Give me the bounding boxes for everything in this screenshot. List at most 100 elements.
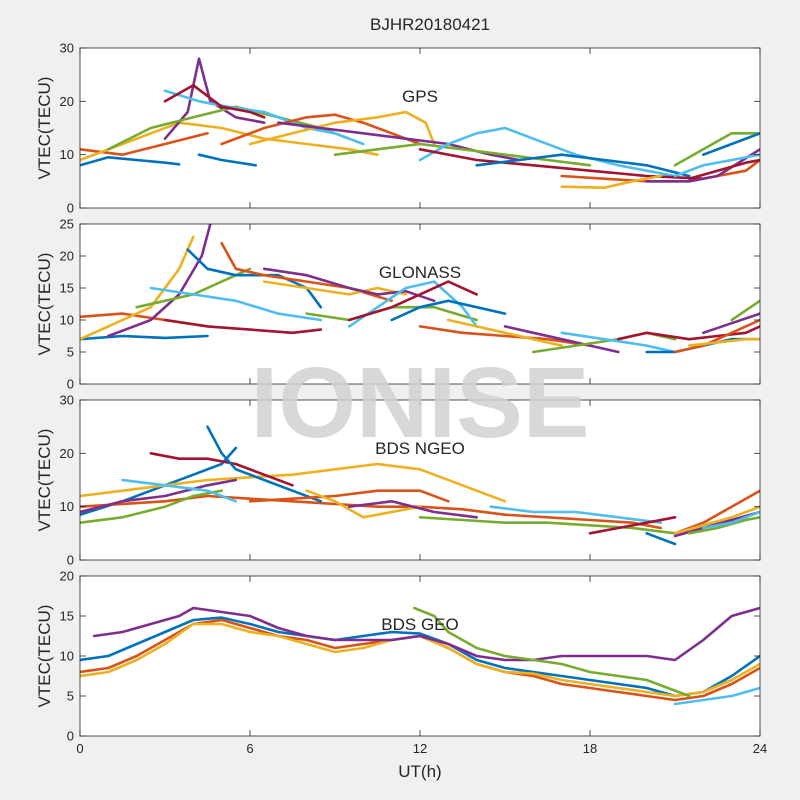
series-line xyxy=(645,532,677,546)
series-line xyxy=(149,286,323,322)
watermark: IONISE xyxy=(251,347,590,459)
y-axis-label: VTEC(TECU) xyxy=(35,605,54,708)
series-group xyxy=(80,224,760,354)
series-group xyxy=(80,425,760,546)
series-line xyxy=(80,494,663,530)
series-line xyxy=(248,110,436,146)
series-group xyxy=(80,606,760,706)
series-line xyxy=(333,142,592,167)
y-tick-label: 25 xyxy=(60,217,74,232)
y-tick-label: 10 xyxy=(60,147,74,162)
series-line xyxy=(687,337,760,347)
series-line xyxy=(163,57,266,140)
series-line xyxy=(673,505,760,535)
series-line xyxy=(206,425,323,503)
x-tick-label: 0 xyxy=(76,741,83,756)
series-line xyxy=(163,89,365,146)
series-line xyxy=(413,606,691,698)
series-line xyxy=(80,334,209,341)
series-line xyxy=(702,510,760,530)
subplot-0: 0 10 20 30 VTEC(TECU) GPS xyxy=(35,41,761,216)
series-line xyxy=(673,686,760,706)
series-line xyxy=(80,478,238,514)
series-line xyxy=(588,516,677,535)
y-tick-label: 10 xyxy=(60,649,74,664)
series-line xyxy=(107,224,212,338)
y-tick-label: 10 xyxy=(60,499,74,514)
subplots: 0 10 20 30 VTEC(TECU) GPS 0 5 10 15 20 25 VTEC(TECU)… xyxy=(35,41,767,757)
series-line xyxy=(149,452,294,487)
panel-title: BDS NGEO xyxy=(375,439,465,458)
y-tick-label: 0 xyxy=(67,201,74,216)
series-line xyxy=(220,113,422,146)
y-tick-label: 20 xyxy=(60,569,74,584)
panel-title: BDS GEO xyxy=(381,615,458,634)
y-tick-label: 5 xyxy=(67,689,74,704)
series-line xyxy=(121,478,238,503)
x-tick-label: 18 xyxy=(583,741,597,756)
series-line xyxy=(163,318,323,335)
panel-title: GLONASS xyxy=(379,263,461,282)
series-line xyxy=(560,331,677,354)
series-line xyxy=(277,121,521,162)
y-tick-label: 20 xyxy=(60,249,74,264)
series-line xyxy=(262,280,408,296)
y-tick-label: 0 xyxy=(67,729,74,744)
series-line xyxy=(347,500,478,519)
series-line xyxy=(560,174,663,189)
series-line xyxy=(305,489,422,519)
series-line xyxy=(248,489,450,503)
subplot-1: 0 5 10 15 20 25 VTEC(TECU) GLONASS xyxy=(35,217,761,392)
plot-area xyxy=(80,224,760,384)
series-line xyxy=(645,148,760,183)
plot-area xyxy=(80,576,760,736)
y-tick-label: 30 xyxy=(60,393,74,408)
series-line xyxy=(163,84,266,119)
series-line xyxy=(687,158,760,180)
x-tick-label: 24 xyxy=(753,741,767,756)
series-line xyxy=(673,132,760,167)
series-group xyxy=(80,57,760,189)
y-tick-label: 15 xyxy=(60,281,74,296)
series-line xyxy=(673,153,760,178)
y-tick-label: 20 xyxy=(60,94,74,109)
y-tick-label: 0 xyxy=(67,377,74,392)
series-line xyxy=(262,267,436,303)
series-line xyxy=(186,248,323,309)
panel-title: GPS xyxy=(402,87,438,106)
series-line xyxy=(702,132,760,156)
series-line xyxy=(617,325,760,341)
series-line xyxy=(197,153,257,167)
series-line xyxy=(92,606,760,662)
series-line xyxy=(418,126,677,178)
series-line xyxy=(347,280,478,328)
series-line xyxy=(80,616,760,698)
series-line xyxy=(503,325,620,354)
series-line xyxy=(418,516,677,535)
series-line xyxy=(489,505,663,524)
y-tick-label: 0 xyxy=(67,553,74,568)
x-tick-label: 12 xyxy=(413,741,427,756)
subplot-2: 0 10 20 30 VTEC(TECU) BDS NGEO xyxy=(35,393,761,568)
series-line xyxy=(447,318,563,347)
series-line xyxy=(80,121,379,162)
y-axis-label: VTEC(TECU) xyxy=(35,253,54,356)
series-line xyxy=(673,318,760,354)
series-line xyxy=(80,235,195,341)
series-line xyxy=(80,156,181,167)
plot-area xyxy=(80,48,760,208)
series-line xyxy=(347,280,478,322)
figure-title: BJHR20180421 xyxy=(370,15,490,34)
y-tick-label: 15 xyxy=(60,609,74,624)
series-line xyxy=(702,312,760,335)
series-line xyxy=(80,462,507,503)
series-line xyxy=(390,299,507,322)
series-line xyxy=(730,299,760,322)
y-axis-label: VTEC(TECU) xyxy=(35,429,54,532)
x-axis-label: UT(h) xyxy=(398,762,441,781)
subplot-3: 0 5 10 15 20 0 6 12 18 24 VTEC(TECU) BDS GEO xyxy=(35,569,767,757)
y-tick-label: 30 xyxy=(60,41,74,56)
y-tick-label: 20 xyxy=(60,446,74,461)
y-tick-label: 5 xyxy=(67,345,74,360)
